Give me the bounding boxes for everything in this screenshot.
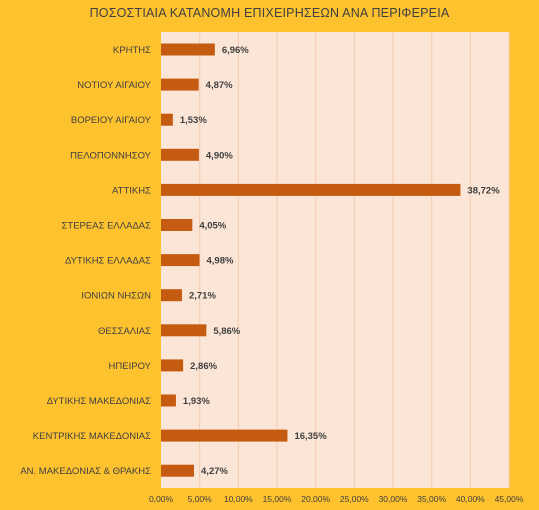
data-label: 1,93% <box>183 396 210 407</box>
x-tick-label: 0,00% <box>149 494 174 504</box>
data-label: 4,05% <box>199 221 226 232</box>
data-label: 4,90% <box>206 150 233 161</box>
data-label: 2,86% <box>190 361 217 372</box>
category-label: ΘΕΣΣΑΛΙΑΣ <box>98 326 151 337</box>
data-label: 6,96% <box>222 45 249 56</box>
plot-area <box>161 32 509 488</box>
x-tick-label: 25,00% <box>340 494 369 504</box>
bar <box>161 464 195 477</box>
data-label: 38,72% <box>467 185 500 196</box>
x-tick-label: 20,00% <box>301 494 330 504</box>
category-label: ΒΟΡΕΙΟΥ ΑΙΓΑΙΟΥ <box>71 115 152 126</box>
data-label: 4,98% <box>207 256 234 267</box>
category-label: ΝΟΤΙΟΥ ΑΙΓΑΙΟΥ <box>77 80 151 91</box>
category-label: ΚΡΗΤΗΣ <box>113 45 151 56</box>
data-label: 1,53% <box>180 115 207 126</box>
bar <box>161 148 199 161</box>
chart-title: ΠΟΣΟΣΤΙΑΙΑ ΚΑΤΑΝΟΜΗ ΕΠΙΧΕΙΡΗΣΕΩΝ ΑΝΑ ΠΕΡ… <box>89 6 450 20</box>
bar <box>161 254 200 267</box>
bar <box>161 43 215 56</box>
bar <box>161 289 182 302</box>
data-label: 5,86% <box>213 326 240 337</box>
data-label: 16,35% <box>294 431 327 442</box>
category-label: ΔΥΤΙΚΗΣ ΕΛΛΑΔΑΣ <box>65 256 151 267</box>
category-label: ΣΤΕΡΕΑΣ ΕΛΛΑΔΑΣ <box>62 221 152 232</box>
x-tick-label: 30,00% <box>379 494 408 504</box>
bar <box>161 113 173 126</box>
x-tick-label: 10,00% <box>224 494 253 504</box>
x-tick-label: 5,00% <box>188 494 213 504</box>
bar <box>161 429 288 442</box>
category-label: ΑΝ. ΜΑΚΕΔΟΝΙΑΣ & ΘΡΑΚΗΣ <box>20 466 151 477</box>
bar <box>161 394 176 407</box>
bar <box>161 324 207 337</box>
category-label: ΙΟΝΙΩΝ ΝΗΣΩΝ <box>81 291 151 302</box>
bar <box>161 78 199 91</box>
bar <box>161 219 193 231</box>
category-label: ΠΕΛΟΠΟΝΝΗΣΟΥ <box>70 150 152 161</box>
bar <box>161 359 184 372</box>
category-label: ΑΤΤΙΚΗΣ <box>112 185 151 196</box>
data-label: 2,71% <box>189 291 216 302</box>
x-tick-label: 40,00% <box>456 494 485 504</box>
x-tick-label: 45,00% <box>495 494 524 504</box>
data-label: 4,87% <box>206 80 233 91</box>
bar <box>161 183 461 196</box>
x-tick-label: 35,00% <box>417 494 446 504</box>
x-tick-label: 15,00% <box>263 494 292 504</box>
data-label: 4,27% <box>201 466 228 477</box>
category-label: ΔΥΤΙΚΗΣ ΜΑΚΕΔΟΝΙΑΣ <box>47 396 151 407</box>
category-label: ΚΕΝΤΡΙΚΗΣ ΜΑΚΕΔΟΝΙΑΣ <box>33 431 151 442</box>
category-label: ΗΠΕΙΡΟΥ <box>109 361 152 372</box>
